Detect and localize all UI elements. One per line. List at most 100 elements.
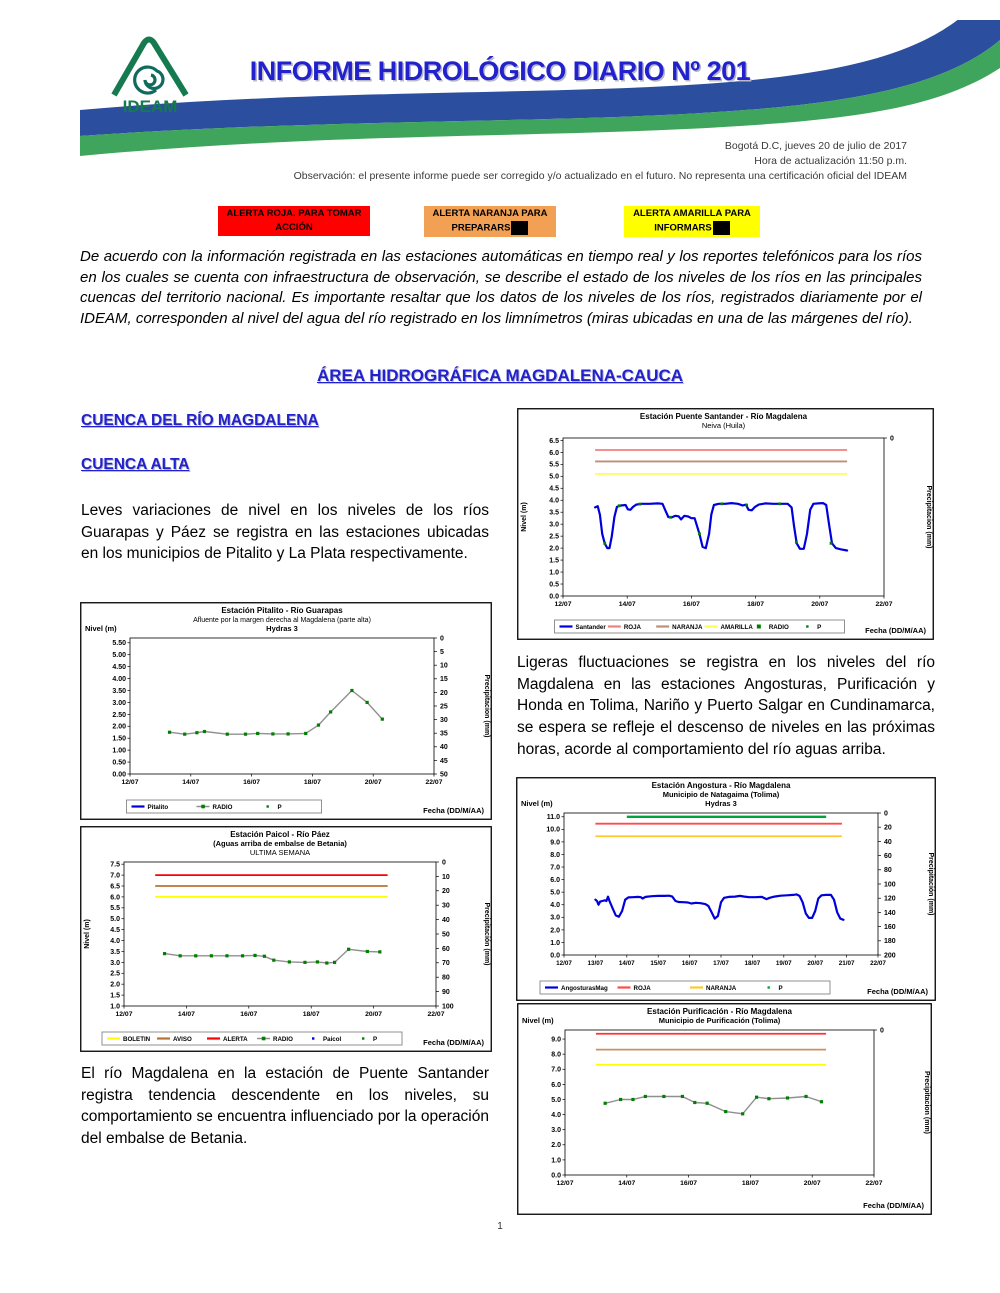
svg-text:40: 40 (440, 744, 448, 751)
svg-text:8.0: 8.0 (550, 852, 560, 859)
svg-text:ULTIMA SEMANA: ULTIMA SEMANA (250, 848, 310, 857)
svg-text:45: 45 (440, 758, 448, 765)
alert-orange-line2: PREPARARS (426, 221, 554, 236)
svg-text:10.0: 10.0 (546, 827, 560, 834)
svg-text:0.50: 0.50 (112, 759, 126, 766)
svg-text:0.00: 0.00 (112, 771, 126, 778)
heading-cuenca-magdalena: CUENCA DEL RÍO MAGDALENA (81, 412, 319, 429)
svg-text:ALERTA: ALERTA (223, 1036, 248, 1043)
svg-text:Precipitacion (mm): Precipitacion (mm) (925, 485, 932, 548)
svg-text:12/07: 12/07 (556, 960, 572, 967)
svg-text:20/07: 20/07 (365, 779, 382, 786)
svg-text:2.50: 2.50 (112, 712, 126, 719)
svg-text:0.5: 0.5 (549, 581, 559, 588)
svg-text:3.0: 3.0 (551, 1127, 561, 1134)
purificacion-svg: Estación Purificación - Río MagdalenaMun… (517, 1003, 932, 1215)
svg-text:Paicol: Paicol (323, 1036, 342, 1043)
ideam-logo: IDEAM (111, 36, 189, 115)
svg-text:20/07: 20/07 (811, 601, 828, 608)
pitalito-svg: Estación Pitalito - Río Guarapas Afluente… (80, 602, 492, 820)
svg-text:0.0: 0.0 (550, 952, 560, 959)
paragraph-fluctuaciones: Ligeras fluctuaciones se registra en los… (517, 654, 935, 758)
svg-text:Municipio de Natagaima (Tolima: Municipio de Natagaima (Tolima) (663, 790, 780, 799)
svg-text:100: 100 (884, 881, 896, 888)
svg-text:20/07: 20/07 (804, 1180, 821, 1187)
svg-text:6.0: 6.0 (549, 450, 559, 457)
svg-text:17/07: 17/07 (713, 960, 729, 967)
svg-text:1.5: 1.5 (110, 992, 120, 999)
svg-text:22/07: 22/07 (425, 779, 442, 786)
svg-text:0: 0 (890, 435, 894, 442)
chart-pitalito: Estación Pitalito - Río Guarapas Afluente… (80, 602, 492, 825)
update-time-line: Hora de actualización 11:50 p.m. (754, 155, 907, 167)
svg-text:7.0: 7.0 (551, 1067, 561, 1074)
svg-text:P: P (817, 624, 821, 631)
svg-text:4.5: 4.5 (110, 927, 120, 934)
svg-text:180: 180 (884, 938, 896, 945)
logo-text: IDEAM (123, 97, 178, 115)
svg-text:1.5: 1.5 (549, 557, 559, 564)
alert-orange-line1: ALERTA NARANJA PARA (432, 208, 548, 219)
svg-text:5.5: 5.5 (549, 462, 559, 469)
area-heading: ÁREA HIDROGRÁFICA MAGDALENA-CAUCA (316, 366, 684, 385)
svg-text:Nivel (m): Nivel (m) (521, 799, 553, 808)
svg-text:P: P (779, 985, 783, 992)
logo-spiral-icon (133, 65, 165, 95)
svg-text:Fecha (DD/M/AA): Fecha (DD/M/AA) (423, 806, 484, 815)
svg-text:16/07: 16/07 (680, 1180, 697, 1187)
svg-text:5.50: 5.50 (112, 640, 126, 647)
svg-text:P: P (373, 1036, 377, 1043)
svg-text:4.0: 4.0 (110, 938, 120, 945)
alert-red-line1: ALERTA ROJA. PARA TOMAR (226, 208, 362, 219)
svg-text:14/07: 14/07 (619, 960, 635, 967)
svg-text:3.00: 3.00 (112, 700, 126, 707)
redaction-box (511, 221, 529, 235)
svg-text:5: 5 (440, 649, 444, 656)
date-block: Bogotá D.C, jueves 20 de julio de 2017 H… (187, 139, 907, 184)
svg-text:12/07: 12/07 (115, 1011, 132, 1018)
svg-text:5.0: 5.0 (550, 890, 560, 897)
svg-text:RADIO: RADIO (213, 804, 233, 811)
svg-text:50: 50 (440, 771, 448, 778)
alert-yellow-line2-text: INFORMARS (654, 222, 712, 234)
svg-text:6.5: 6.5 (110, 883, 120, 890)
svg-text:15/07: 15/07 (650, 960, 666, 967)
svg-text:8.0: 8.0 (551, 1052, 561, 1059)
svg-text:19/07: 19/07 (776, 960, 792, 967)
svg-text:Estación Puente Santander - Rí: Estación Puente Santander - Río Magdalen… (640, 412, 808, 421)
alert-red-line2: ACCIÓN (275, 222, 313, 233)
svg-text:14/07: 14/07 (618, 1180, 635, 1187)
svg-text:Fecha (DD/M/AA): Fecha (DD/M/AA) (423, 1038, 484, 1047)
paicol-svg: Estación Paicol - Río Páez(Aguas arriba … (80, 826, 492, 1052)
svg-text:3.0: 3.0 (550, 915, 560, 922)
svg-text:6.0: 6.0 (110, 894, 120, 901)
svg-text:200: 200 (884, 952, 896, 959)
page-number: 1 (497, 1221, 503, 1232)
svg-text:5.0: 5.0 (110, 916, 120, 923)
svg-text:0.0: 0.0 (551, 1172, 561, 1179)
svg-text:21/07: 21/07 (839, 960, 855, 967)
svg-text:20/07: 20/07 (365, 1011, 382, 1018)
intro-paragraph: De acuerdo con la información registrada… (80, 248, 922, 328)
redaction-box (712, 221, 730, 235)
svg-text:3.50: 3.50 (112, 688, 126, 695)
paragraph-puente-santander: El río Magdalena en la estación de Puent… (81, 1065, 489, 1148)
svg-text:NARANJA: NARANJA (672, 624, 703, 631)
svg-text:5.0: 5.0 (551, 1097, 561, 1104)
svg-text:10: 10 (440, 663, 448, 670)
svg-text:40: 40 (442, 917, 450, 924)
svg-text:AMARILLA: AMARILLA (721, 624, 754, 631)
svg-text:140: 140 (884, 910, 896, 917)
svg-text:Neiva (Huila): Neiva (Huila) (702, 421, 746, 430)
svg-text:1.00: 1.00 (112, 748, 126, 755)
svg-text:4.0: 4.0 (551, 1112, 561, 1119)
svg-text:2.0: 2.0 (110, 982, 120, 989)
svg-text:6.0: 6.0 (550, 877, 560, 884)
svg-text:80: 80 (884, 867, 892, 874)
svg-text:70: 70 (442, 960, 450, 967)
alert-red-box: ALERTA ROJA. PARA TOMAR ACCIÓN (218, 206, 370, 236)
svg-text:12/07: 12/07 (556, 1180, 573, 1187)
svg-text:20: 20 (884, 825, 892, 832)
svg-text:60: 60 (884, 853, 892, 860)
svg-text:9.0: 9.0 (550, 839, 560, 846)
